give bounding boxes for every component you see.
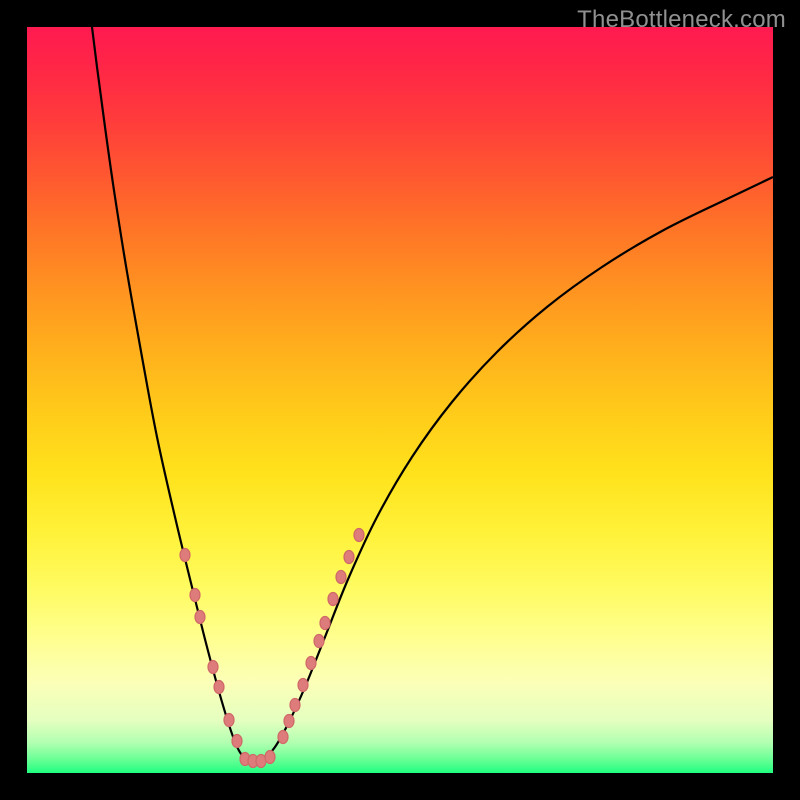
gradient-background [27,27,773,773]
chart-svg [27,27,773,773]
marker-dot [208,661,218,674]
marker-dot [214,681,224,694]
marker-dot [344,551,354,564]
marker-dot [284,715,294,728]
marker-dot [265,751,275,764]
marker-dot [180,549,190,562]
marker-dot [328,593,338,606]
marker-dot [336,571,346,584]
marker-dot [224,714,234,727]
marker-dot [306,657,316,670]
plot-area [27,27,773,773]
marker-dot [190,589,200,602]
chart-canvas: TheBottleneck.com [0,0,800,800]
marker-dot [320,617,330,630]
watermark-text: TheBottleneck.com [577,6,786,34]
marker-dot [195,611,205,624]
marker-dot [278,731,288,744]
marker-dot [290,699,300,712]
marker-dot [298,679,308,692]
marker-dot [232,735,242,748]
marker-dot [314,635,324,648]
marker-dot [354,529,364,542]
